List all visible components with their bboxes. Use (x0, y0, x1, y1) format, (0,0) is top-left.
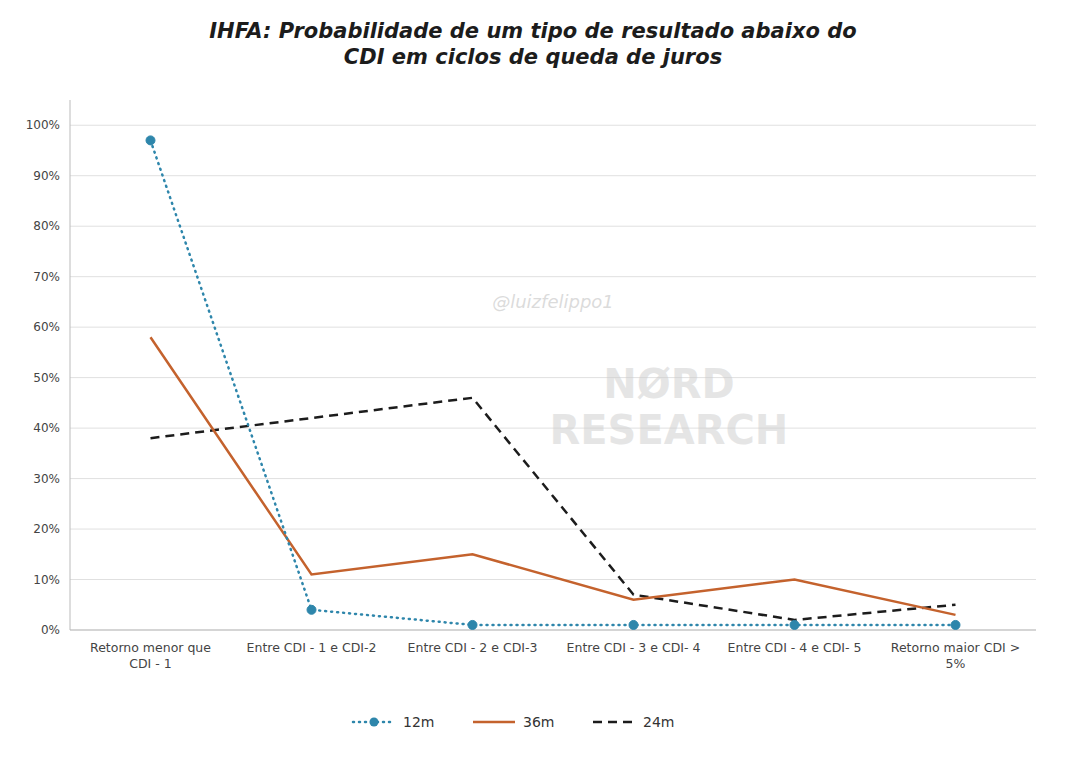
series-line (151, 398, 956, 620)
grid-line (70, 630, 1036, 631)
series-line (151, 140, 956, 625)
legend-label: 12m (403, 714, 434, 730)
watermark: NØRDRESEARCH (549, 361, 788, 453)
legend-label: 36m (523, 714, 554, 730)
y-tick-label: 60% (33, 320, 60, 334)
plot-area (146, 136, 960, 630)
legend-swatch (473, 721, 515, 724)
grid-line (70, 377, 1036, 378)
grid-line (70, 478, 1036, 479)
watermark: @luizfelippo1 (492, 291, 614, 312)
y-tick-label: 90% (33, 169, 60, 183)
x-axis-line (70, 630, 1036, 631)
legend-swatch (593, 721, 635, 724)
series-line (151, 337, 956, 615)
y-tick-label: 80% (33, 219, 60, 233)
y-tick-label: 20% (33, 522, 60, 536)
series-marker (790, 620, 799, 629)
y-tick-label: 70% (33, 270, 60, 284)
legend-label: 24m (643, 714, 674, 730)
grid-line (70, 226, 1036, 227)
x-tick-label: Retorno menor queCDI - 1 (90, 640, 211, 671)
legend-marker (370, 718, 379, 727)
x-tick-label: Entre CDI - 1 e CDI-2 (247, 640, 377, 655)
grid-line (70, 276, 1036, 277)
legend: 12m 36m 24m (353, 714, 674, 730)
y-axis-line (70, 100, 71, 630)
x-tick-label: Retorno maior CDI >5% (891, 640, 1020, 671)
chart-container: IHFA: Probabilidade de um tipo de result… (0, 0, 1066, 768)
chart-svg: IHFA: Probabilidade de um tipo de result… (0, 0, 1066, 768)
y-tick-label: 30% (33, 472, 60, 486)
series-marker (629, 620, 638, 629)
y-tick-label: 0% (41, 623, 60, 637)
y-tick-label: 40% (33, 421, 60, 435)
y-tick-label: 100% (26, 118, 60, 132)
chart-title: IHFA: Probabilidade de um tipo de result… (209, 19, 856, 69)
series-marker (951, 620, 960, 629)
series-marker (146, 136, 155, 145)
series-marker (307, 605, 316, 614)
series-marker (468, 620, 477, 629)
x-tick-label: Entre CDI - 2 e CDI-3 (408, 640, 538, 655)
grid-line (70, 125, 1036, 126)
x-tick-label: Entre CDI - 4 e CDI- 5 (728, 640, 862, 655)
y-tick-label: 10% (33, 573, 60, 587)
grid-line (70, 175, 1036, 176)
grid-line (70, 579, 1036, 580)
grid-line (70, 529, 1036, 530)
y-tick-label: 50% (33, 371, 60, 385)
y-grid (70, 125, 1036, 630)
x-tick-label: Entre CDI - 3 e CDI- 4 (567, 640, 701, 655)
